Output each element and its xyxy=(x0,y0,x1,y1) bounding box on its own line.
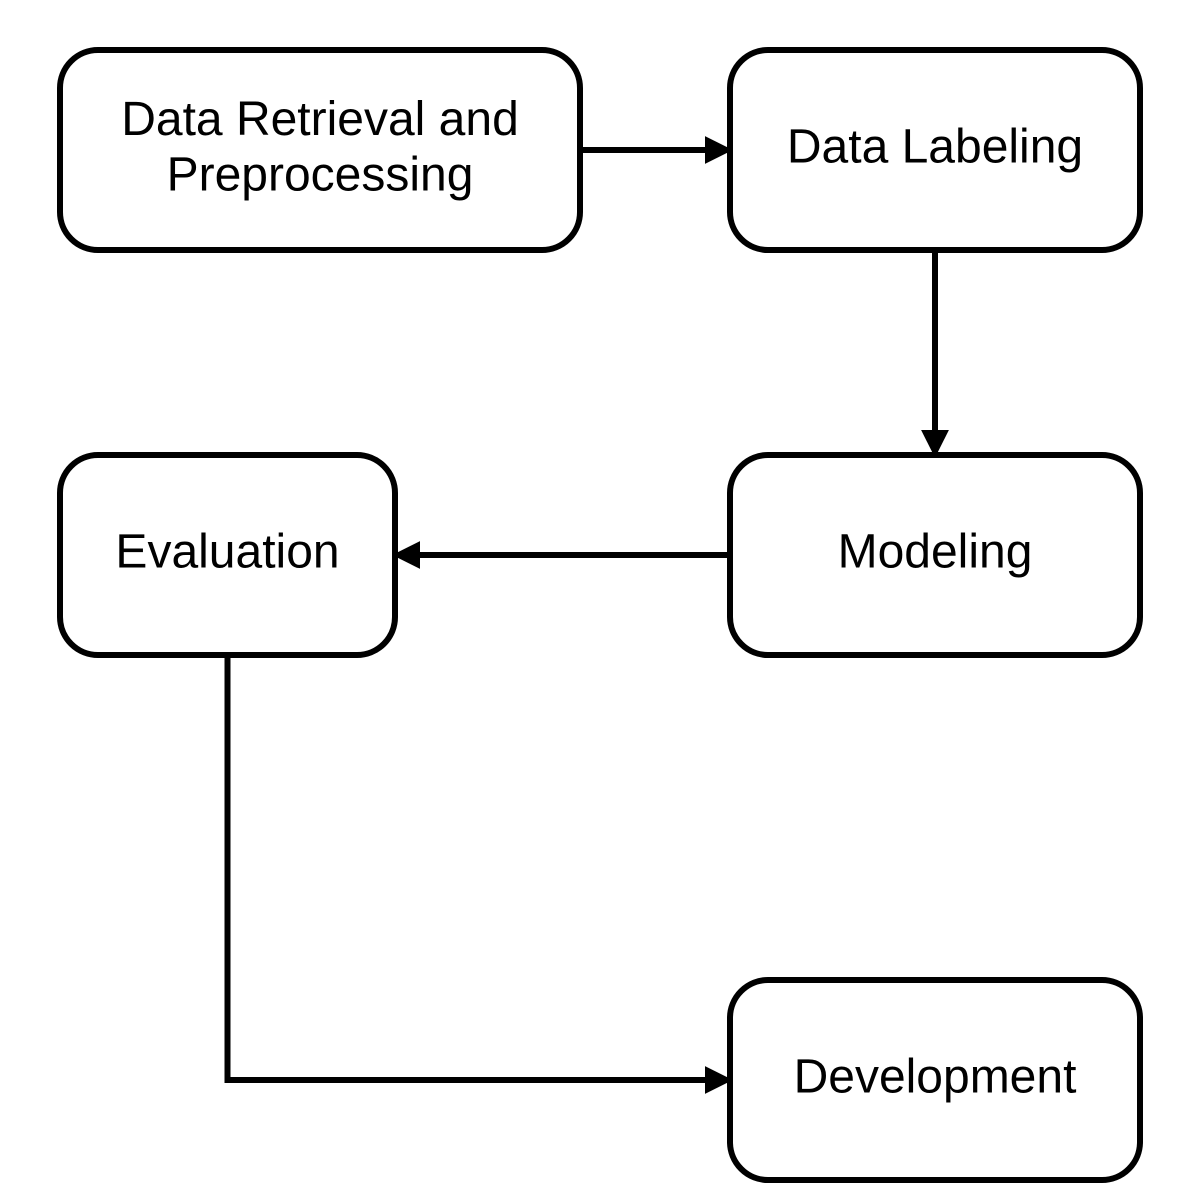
flowchart-canvas: Data Retrieval andPreprocessing Data Labe… xyxy=(0,0,1200,1200)
node-modeling: Modeling xyxy=(730,455,1140,655)
node-label-evaluation: Evaluation xyxy=(115,526,339,579)
node-label-development: Development xyxy=(794,1051,1077,1104)
node-label-modeling: Modeling xyxy=(838,526,1033,579)
node-data-labeling: Data Labeling xyxy=(730,50,1140,250)
node-data-retrieval: Data Retrieval andPreprocessing xyxy=(60,50,580,250)
node-label-data-labeling: Data Labeling xyxy=(787,121,1083,174)
node-label-data-retrieval-line2: Preprocessing xyxy=(167,148,474,201)
edge-evaluation-to-development xyxy=(228,655,731,1080)
node-development: Development xyxy=(730,980,1140,1180)
node-evaluation: Evaluation xyxy=(60,455,395,655)
node-label-data-retrieval-line1: Data Retrieval and xyxy=(121,93,519,146)
